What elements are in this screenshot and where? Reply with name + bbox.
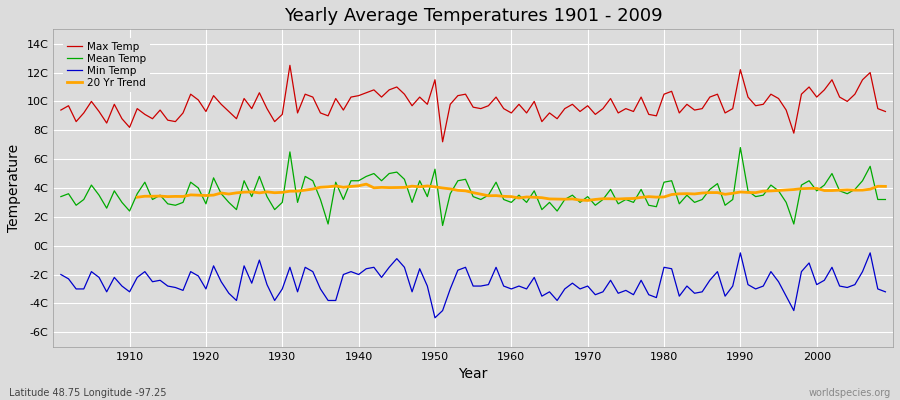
Max Temp <box>880 109 891 114</box>
Mean Temp <box>514 193 525 198</box>
Min Temp <box>284 265 295 270</box>
20 Yr Trend <box>131 195 142 200</box>
Max Temp <box>284 63 295 68</box>
20 Yr Trend <box>582 198 593 203</box>
Mean Temp <box>735 145 746 150</box>
Min Temp <box>605 278 616 283</box>
X-axis label: Year: Year <box>458 367 488 381</box>
Line: Min Temp: Min Temp <box>61 253 886 318</box>
Min Temp <box>429 315 440 320</box>
Max Temp <box>437 139 448 144</box>
Min Temp <box>330 298 341 303</box>
20 Yr Trend <box>735 190 746 194</box>
Max Temp <box>521 110 532 115</box>
Min Temp <box>880 290 891 294</box>
Min Temp <box>735 250 746 255</box>
Mean Temp <box>880 197 891 202</box>
Mean Temp <box>330 180 341 184</box>
Min Temp <box>116 284 127 288</box>
Mean Temp <box>506 200 517 205</box>
20 Yr Trend <box>361 182 372 186</box>
Text: Latitude 48.75 Longitude -97.25: Latitude 48.75 Longitude -97.25 <box>9 388 166 398</box>
Line: Max Temp: Max Temp <box>61 65 886 142</box>
Max Temp <box>338 108 349 112</box>
20 Yr Trend <box>330 184 341 188</box>
Mean Temp <box>284 150 295 154</box>
Min Temp <box>56 272 67 277</box>
20 Yr Trend <box>514 196 525 200</box>
Max Temp <box>116 116 127 121</box>
Line: Mean Temp: Mean Temp <box>61 148 886 226</box>
Mean Temp <box>116 200 127 205</box>
Y-axis label: Temperature: Temperature <box>7 144 21 232</box>
Legend: Max Temp, Mean Temp, Min Temp, 20 Yr Trend: Max Temp, Mean Temp, Min Temp, 20 Yr Tre… <box>63 38 150 92</box>
Mean Temp <box>437 223 448 228</box>
Max Temp <box>56 108 67 112</box>
Max Temp <box>613 110 624 115</box>
20 Yr Trend <box>536 195 547 200</box>
Title: Yearly Average Temperatures 1901 - 2009: Yearly Average Temperatures 1901 - 2009 <box>284 7 662 25</box>
Mean Temp <box>605 187 616 192</box>
Min Temp <box>514 284 525 288</box>
Line: 20 Yr Trend: 20 Yr Trend <box>137 184 886 200</box>
20 Yr Trend <box>308 187 319 192</box>
Max Temp <box>292 110 303 115</box>
Max Temp <box>514 102 525 107</box>
20 Yr Trend <box>368 186 379 190</box>
Text: worldspecies.org: worldspecies.org <box>809 388 891 398</box>
Min Temp <box>506 286 517 291</box>
20 Yr Trend <box>880 184 891 189</box>
Mean Temp <box>56 194 67 199</box>
